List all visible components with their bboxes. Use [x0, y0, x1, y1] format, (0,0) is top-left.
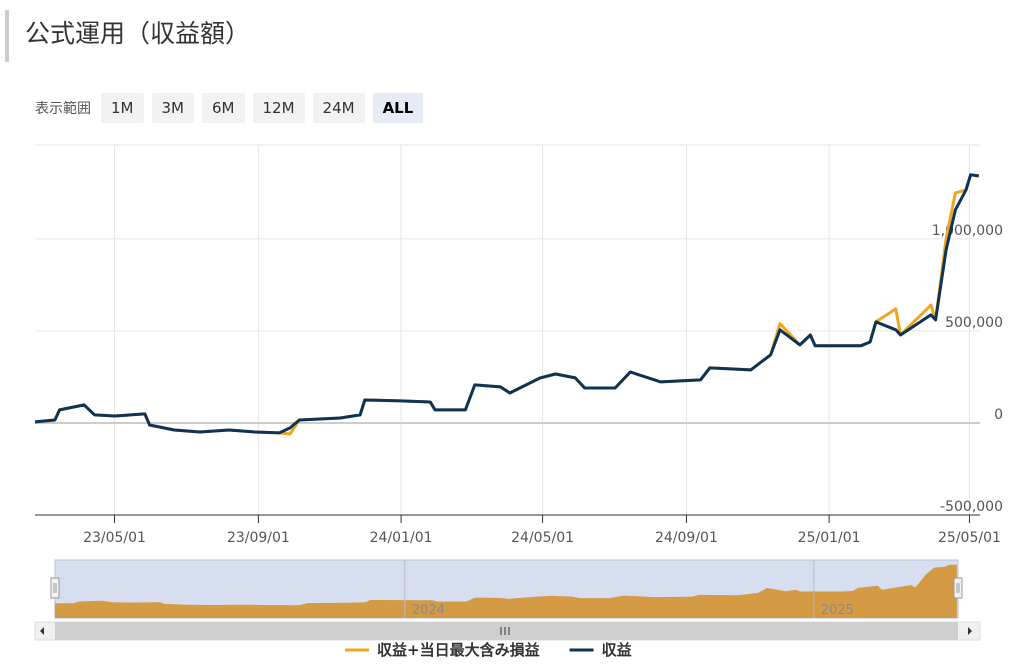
range-selector: 表示範囲 1M 3M 6M 12M 24M ALL	[35, 93, 424, 123]
page-title: 公式運用（収益額）	[5, 10, 250, 62]
range-button[interactable]: 24M	[312, 93, 365, 123]
scroll-right[interactable]	[968, 627, 972, 635]
x-tick-label: 24/09/01	[655, 530, 718, 546]
y-tick-label: 500,000	[945, 315, 1003, 331]
x-tick-label: 24/05/01	[511, 530, 574, 546]
handle-grip	[956, 583, 960, 593]
navigator-area	[55, 564, 957, 618]
x-tick-label: 24/01/01	[370, 530, 433, 546]
scroll-left[interactable]	[40, 627, 44, 635]
range-button[interactable]: ALL	[372, 93, 424, 123]
navigator-tick-label: 2024	[412, 603, 445, 618]
series-line	[34, 173, 979, 435]
range-button[interactable]: 3M	[151, 93, 194, 123]
series-line	[34, 173, 979, 436]
legend-label[interactable]: 収益+当日最大含み損益	[377, 641, 540, 659]
legend-label[interactable]: 収益	[602, 641, 632, 659]
x-tick-label: 23/09/01	[227, 530, 290, 546]
range-button[interactable]: 1M	[101, 93, 144, 123]
handle-grip	[53, 583, 57, 593]
scrollbar-grip	[500, 627, 510, 635]
navigator-tick-label: 2025	[821, 603, 854, 618]
y-tick-label: 0	[994, 407, 1003, 423]
scrollbar-thumb[interactable]	[55, 622, 958, 640]
range-label: 表示範囲	[35, 101, 91, 117]
x-tick-label: 25/01/01	[798, 530, 861, 546]
plot: 23/05/01 23/09/01 24/01/01 24/05/01 24/09/01…	[34, 144, 1003, 546]
y-tick-label: -500,000	[940, 499, 1003, 515]
range-button[interactable]: 6M	[202, 93, 245, 123]
navigator-handle[interactable]	[50, 577, 60, 599]
x-tick-label: 25/05/01	[938, 530, 1001, 546]
range-button[interactable]: 12M	[252, 93, 305, 123]
navigator-handle[interactable]	[953, 577, 963, 599]
y-tick-label: 1,000,000	[932, 223, 1003, 239]
x-tick-label: 23/05/01	[83, 530, 146, 546]
